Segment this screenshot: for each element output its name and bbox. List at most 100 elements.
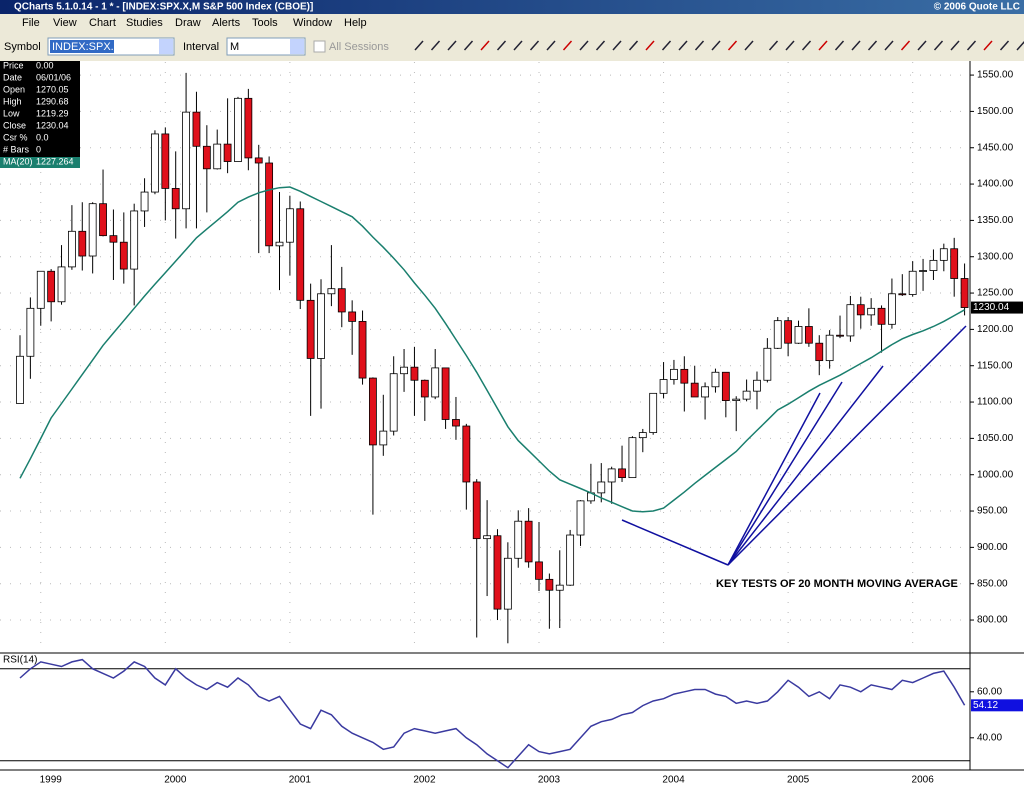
y-tick-label: 1350.00 (977, 215, 1014, 226)
candle-body (950, 248, 959, 279)
y-tick-label: 1000.00 (977, 469, 1014, 480)
candle-body (929, 259, 938, 271)
menu-item[interactable]: Tools (252, 17, 278, 29)
candle-body (327, 288, 336, 295)
x-tick-label: 2002 (413, 775, 436, 786)
info-value: 06/01/06 (36, 72, 71, 82)
y-tick-label: 900.00 (977, 542, 1008, 553)
candle-body (711, 371, 720, 388)
candle-body (306, 299, 315, 359)
ma-line (19, 186, 965, 513)
trend-line (727, 392, 821, 566)
y-tick-label: 1200.00 (977, 324, 1014, 335)
candle-body (47, 270, 56, 303)
info-label: Csr % (3, 132, 28, 142)
candle-body (109, 235, 118, 243)
dropdown-button[interactable] (290, 39, 304, 54)
menu-item[interactable]: Studies (126, 17, 163, 29)
toolbar-glyph (694, 40, 705, 51)
menu-item[interactable]: Alerts (212, 17, 241, 29)
interval-value: M (230, 41, 239, 53)
toolbar-glyph (983, 40, 993, 51)
candle-body (566, 534, 575, 586)
candle-body (472, 481, 481, 540)
toolbar-glyph (463, 40, 474, 51)
candle-body (763, 347, 772, 381)
candle-body (182, 111, 190, 210)
y-tick-label: 1400.00 (977, 179, 1014, 190)
candle-body (576, 500, 585, 536)
x-tick-label: 1999 (40, 775, 63, 786)
toolbar-glyph (529, 40, 540, 51)
candle-body (254, 157, 263, 164)
menu-item[interactable]: Draw (175, 17, 201, 29)
info-ma-bg (0, 157, 80, 168)
toolbar-glyph (661, 40, 672, 51)
y-tick-label: 60.00 (977, 686, 1002, 697)
menu-item[interactable]: View (53, 17, 77, 29)
sessions-label: All Sessions (329, 41, 389, 53)
toolbar-glyph (785, 40, 795, 51)
toolbar-icon[interactable] (1014, 38, 1024, 53)
candle-body (171, 188, 180, 210)
candle-body (161, 133, 170, 189)
candle-body (119, 241, 128, 270)
menu-bar: File View Chart Studies Draw Alerts Tools Windo… (22, 17, 367, 29)
info-label: Open (3, 84, 25, 94)
candle-body (57, 266, 66, 303)
candle-body (846, 304, 855, 337)
toolbar-glyph (801, 40, 812, 51)
info-value: 0.0 (36, 132, 49, 142)
menu-item[interactable]: Window (293, 17, 332, 29)
info-label: Low (3, 108, 20, 118)
candle-body (192, 111, 201, 147)
toolbar-glyph (900, 40, 911, 51)
price-label-bg (971, 301, 1023, 314)
candle-body (213, 143, 222, 170)
candle-body (358, 320, 367, 379)
candle-body (524, 520, 533, 563)
candle-body (877, 307, 886, 325)
info-label: Price (3, 60, 24, 70)
y-tick-label: 1250.00 (977, 288, 1014, 299)
candle-body (545, 578, 554, 591)
dropdown-button[interactable] (159, 39, 173, 54)
interval-input[interactable] (226, 37, 306, 56)
toolbar-glyph (711, 40, 721, 51)
y-tick-label: 1100.00 (977, 397, 1013, 408)
trend-line (727, 365, 884, 566)
toolbar-glyph (480, 40, 490, 51)
trend-line (727, 325, 967, 566)
x-tick-label: 2006 (912, 775, 935, 786)
info-label: High (3, 96, 22, 106)
x-tick-label: 2001 (289, 775, 312, 786)
candle-body (908, 270, 917, 295)
menu-item[interactable]: Chart (89, 17, 116, 29)
candle-body (555, 584, 564, 591)
toolbar-glyph (546, 40, 556, 51)
info-box (0, 61, 80, 157)
candle-body (784, 320, 793, 344)
info-value: 1230.04 (36, 120, 69, 130)
toolbar-glyph (999, 40, 1010, 51)
menu-item[interactable]: File (22, 17, 40, 29)
annotation: KEY TESTS OF 20 MONTH MOVING AVERAGE (716, 578, 958, 590)
trend-lines (621, 325, 967, 566)
interval-label: Interval (183, 41, 219, 53)
candle-body (244, 97, 253, 159)
title-bar (0, 0, 1024, 14)
rsi-line (19, 658, 966, 769)
sessions-checkbox[interactable] (313, 40, 326, 53)
rsi-title: RSI(14) (3, 655, 37, 666)
toolbar-icons (412, 38, 1024, 53)
info-label: Date (3, 72, 22, 82)
menu-item[interactable]: Help (344, 17, 367, 29)
candle-body (88, 203, 97, 257)
trend-line (621, 519, 729, 566)
x-tick-label: 2003 (538, 775, 561, 786)
candle-body (836, 334, 844, 337)
candle-body (919, 270, 927, 272)
trend-line (727, 381, 843, 566)
